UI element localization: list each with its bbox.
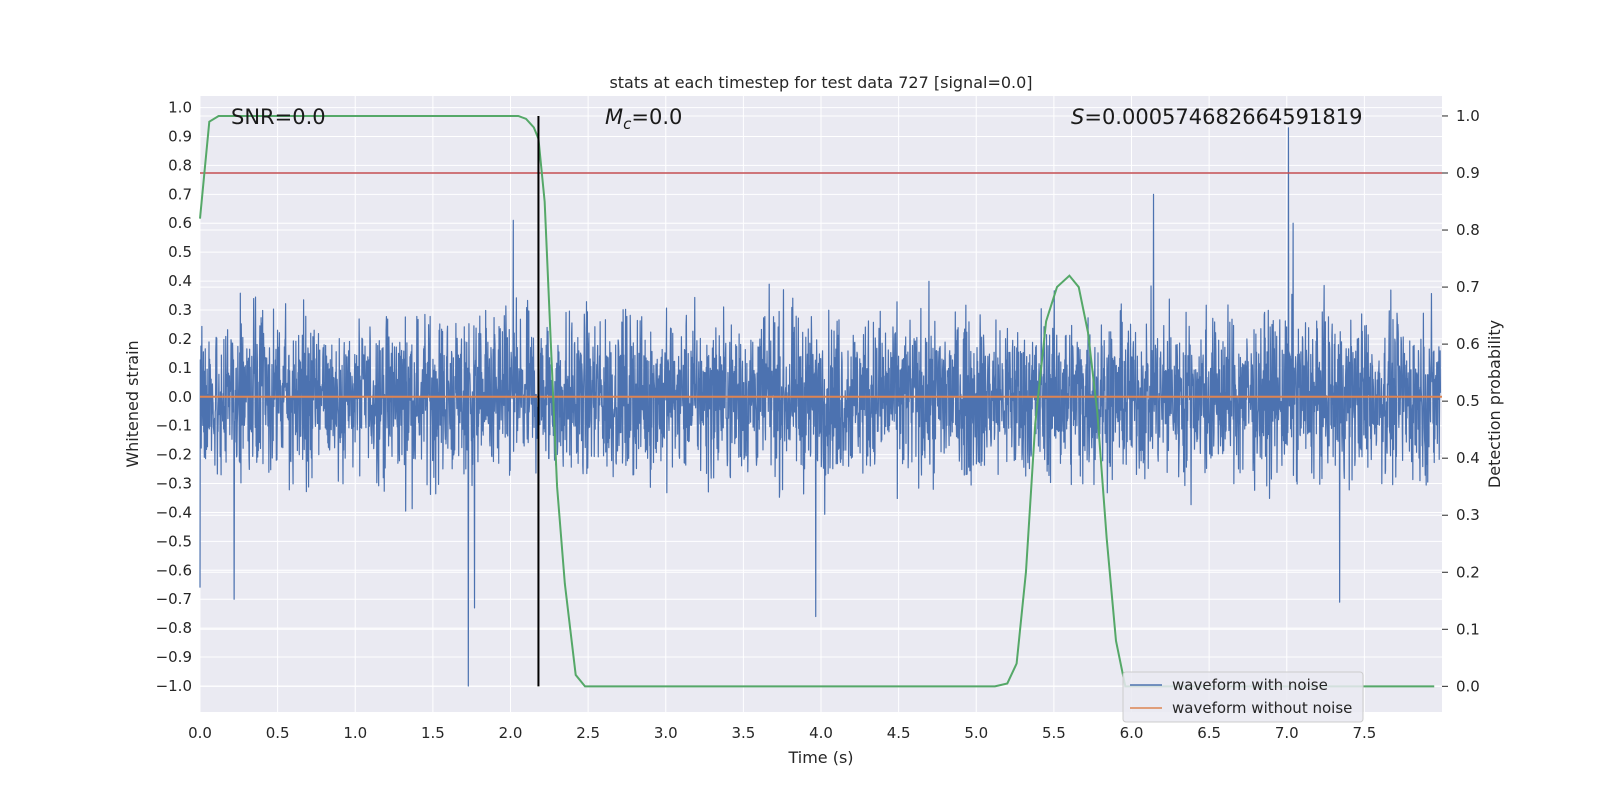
chart-title: stats at each timestep for test data 727… (609, 73, 1032, 92)
s-annotation: S=0.000574682664591819 (1071, 105, 1362, 129)
y-tick-label: 0.5 (168, 243, 192, 261)
y-tick-label: 0.4 (168, 272, 192, 290)
x-tick-label: 2.0 (499, 724, 523, 742)
y2-tick-label: 0.5 (1456, 392, 1480, 410)
y-tick-label: −0.9 (156, 648, 192, 666)
s-value: =0.000574682664591819 (1084, 105, 1362, 129)
x-axis-label: Time (s) (787, 748, 853, 767)
y-tick-label: −1.0 (156, 677, 192, 695)
y-tick-label: 1.0 (168, 99, 192, 117)
x-tick-label: 6.5 (1197, 724, 1221, 742)
y2-tick-label: 0.3 (1456, 506, 1480, 524)
mc-value: =0.0 (631, 105, 682, 129)
mc-symbol: M (605, 105, 623, 129)
y2-axis-label: Detection probability (1485, 320, 1504, 488)
y-tick-label: 0.3 (168, 301, 192, 319)
x-tick-label: 1.5 (421, 724, 445, 742)
x-tick-label: 6.0 (1120, 724, 1144, 742)
y-axis-ticks: 1.0 0.9 0.8 0.7 0.6 0.5 0.4 0.3 0.2 0.1 0.0 −0.1 −0.… (156, 99, 192, 695)
y2-tick-label: 0.0 (1456, 677, 1480, 695)
x-tick-label: 0.0 (188, 724, 212, 742)
x-tick-label: 2.5 (576, 724, 600, 742)
x-tick-label: 4.5 (887, 724, 911, 742)
y-axis-label: Whitened strain (123, 340, 142, 467)
legend-box (1122, 671, 1364, 723)
x-tick-label: 1.0 (343, 724, 367, 742)
waveform-with-noise-series (199, 127, 1442, 687)
x-tick-label: 7.0 (1275, 724, 1299, 742)
y-tick-label: 0.9 (168, 127, 192, 145)
y-tick-label: 0.2 (168, 330, 192, 348)
y-tick-label: −0.6 (156, 561, 192, 579)
y-tick-label: −0.5 (156, 532, 192, 550)
x-tick-label: 3.0 (654, 724, 678, 742)
x-tick-label: 5.0 (964, 724, 988, 742)
x-axis-ticks: 0.0 0.5 1.0 1.5 2.0 2.5 3.0 3.5 4.0 4.5 5.0 5.5 6.0 6… (188, 724, 1376, 742)
noise-line (199, 127, 1442, 687)
y2-tick-label: 0.1 (1456, 620, 1480, 638)
x-tick-label: 5.5 (1042, 724, 1066, 742)
y-tick-label: −0.1 (156, 417, 192, 435)
y-tick-label: 0.0 (168, 388, 192, 406)
x-tick-label: 3.5 (731, 724, 755, 742)
y-tick-label: −0.3 (156, 475, 192, 493)
y2-axis-ticks: 1.0 0.9 0.8 0.7 0.6 0.5 0.4 0.3 0.2 0.1 0.0 (1442, 107, 1480, 695)
y-tick-label: −0.8 (156, 619, 192, 637)
y-tick-label: 0.8 (168, 156, 192, 174)
y-tick-label: 0.6 (168, 214, 192, 232)
y-tick-label: 0.7 (168, 185, 192, 203)
x-tick-label: 0.5 (266, 724, 290, 742)
y2-tick-label: 0.2 (1456, 563, 1480, 581)
x-tick-label: 7.5 (1352, 724, 1376, 742)
y2-tick-label: 0.6 (1456, 335, 1480, 353)
legend-label-clean: waveform without noise (1172, 699, 1352, 717)
legend: waveform with noise waveform without noi… (1122, 671, 1364, 723)
y2-tick-label: 0.9 (1456, 164, 1480, 182)
s-symbol: S (1071, 105, 1084, 129)
legend-label-noise: waveform with noise (1172, 676, 1328, 694)
mc-subscript: c (623, 115, 632, 133)
y2-tick-label: 0.4 (1456, 449, 1480, 467)
y2-tick-label: 1.0 (1456, 107, 1480, 125)
mc-annotation: Mc=0.0 (605, 105, 682, 133)
y-tick-label: 0.1 (168, 359, 192, 377)
x-tick-label: 4.0 (809, 724, 833, 742)
y2-tick-label: 0.7 (1456, 278, 1480, 296)
y-tick-label: −0.2 (156, 446, 192, 464)
y2-tick-label: 0.8 (1456, 221, 1480, 239)
snr-annotation: SNR=0.0 (231, 105, 326, 129)
y-tick-label: −0.7 (156, 590, 192, 608)
y-tick-label: −0.4 (156, 503, 192, 521)
